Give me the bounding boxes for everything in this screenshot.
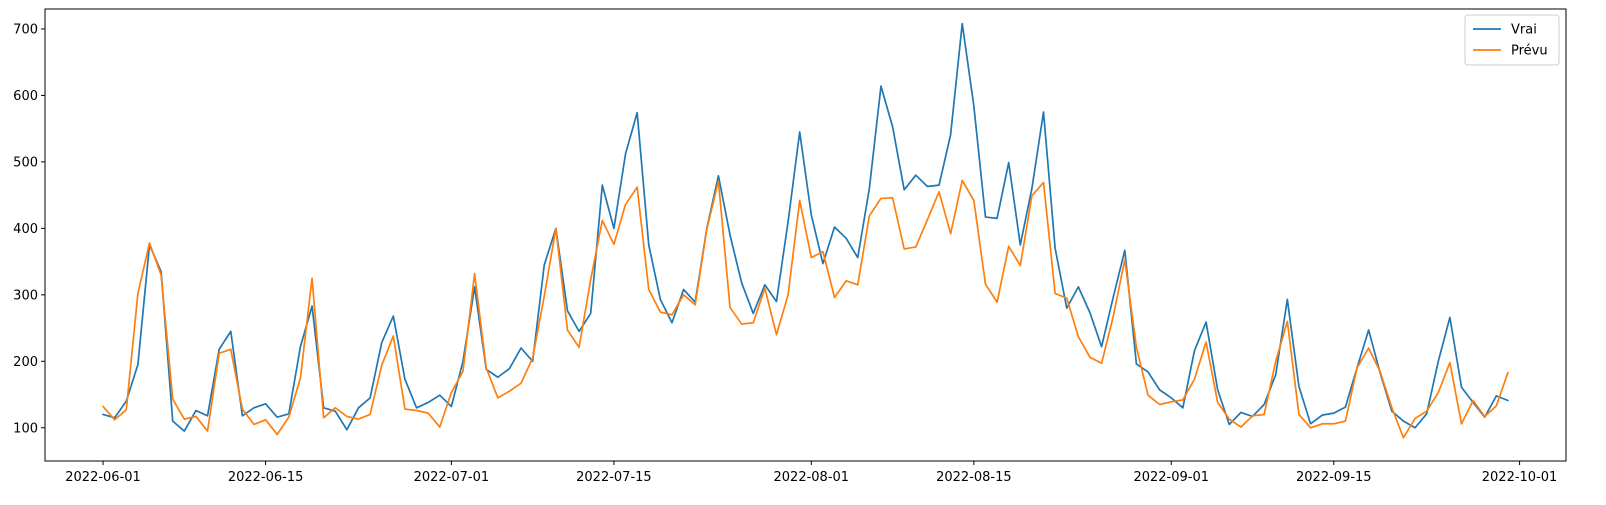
x-tick-label: 2022-09-01 [1133,470,1209,485]
x-tick-label: 2022-07-01 [414,470,490,485]
y-tick-label: 300 [13,288,38,303]
y-tick-label: 200 [13,355,38,370]
series-line-1 [102,179,1509,439]
x-tick-label: 2022-09-15 [1296,470,1372,485]
legend-label-1: Prévu [1511,44,1548,59]
x-tick-label: 2022-06-15 [228,470,304,485]
x-axis: 2022-06-01 2022-06-15 2022-07-01 2022-07-15… [65,461,1557,485]
plot-area [45,9,1566,461]
series-layer [102,22,1509,439]
series-line-0 [102,22,1509,432]
y-tick-label: 700 [13,22,38,37]
x-tick-label: 2022-08-01 [774,470,850,485]
legend: Vrai Prévu [1464,14,1560,66]
plot-frame [44,8,1567,462]
x-tick-label: 2022-10-01 [1482,470,1558,485]
y-tick-label: 600 [13,89,38,104]
x-tick-label: 2022-08-15 [936,470,1012,485]
legend-label-0: Vrai [1511,23,1537,38]
y-axis: 100 200 300 400 500 600 700 [13,22,45,436]
x-tick-label: 2022-07-15 [576,470,652,485]
y-tick-label: 500 [13,155,38,170]
y-tick-label: 400 [13,222,38,237]
x-tick-label: 2022-06-01 [65,470,141,485]
legend-box [1464,14,1560,66]
y-tick-label: 100 [13,421,38,436]
